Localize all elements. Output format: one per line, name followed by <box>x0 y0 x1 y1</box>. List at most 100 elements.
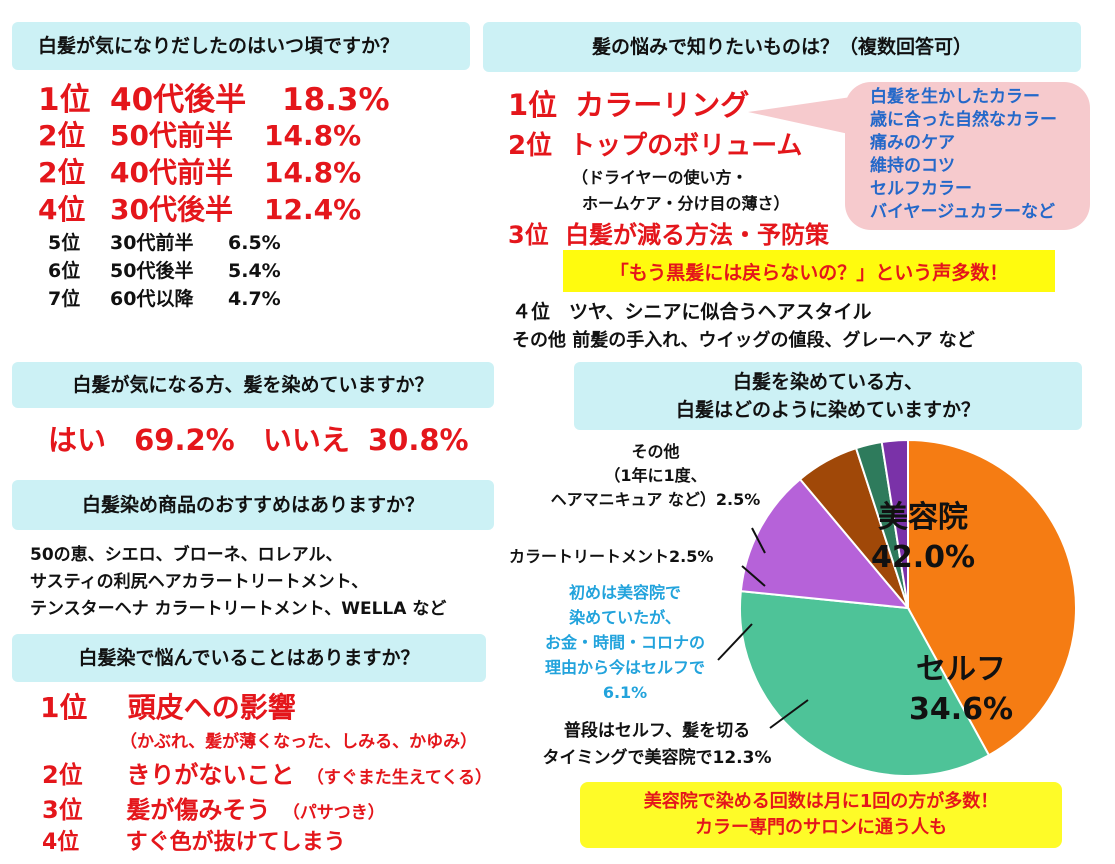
q5-rank-4-rank: 4位 <box>42 830 80 855</box>
bubble-item-5: セルフカラー <box>870 179 972 199</box>
q3-yes-value: 69.2% <box>134 423 235 457</box>
q1-rank-6: 6位 50代後半 5.4% <box>48 258 281 284</box>
q1-rank-1: 1位 40代後半 18.3% <box>38 80 390 120</box>
q5-header-text: 白髪染で悩んでいることはありますか？ <box>78 647 420 669</box>
q1-rank-3-value: 14.8% <box>264 156 362 189</box>
bubble-item-1: 白髪を生かしたカラー <box>870 87 1040 107</box>
q2-bubble-list: 白髪を生かしたカラー 歳に合った自然なカラー 痛みのケア 維持のコツ セルフカラ… <box>870 86 1057 224</box>
q5-rank-3-label: 髪が傷みそう <box>126 796 271 824</box>
q2-rank-3-label: 白髪が減る方法・予防策 <box>565 221 830 249</box>
q1-header-text: 白髪が気になりだしたのはいつ頃ですか？ <box>38 35 400 57</box>
q2-rank-2: 2位 トップのボリューム <box>508 128 802 164</box>
pie-label-hajime-5: 6.1% <box>602 683 648 702</box>
q6-header-line-2: 白髪はどのように染めていますか？ <box>675 399 980 421</box>
q2-bubble <box>845 82 1090 230</box>
q5-rank-3-note: （パサつき） <box>282 803 385 823</box>
q5-rank-2: 2位 きりがないこと （すぐまた生えてくる） <box>42 757 492 796</box>
pie-label-futsuu-1: 普段はセルフ、髪を切る <box>563 721 751 741</box>
q2-highlight-text: 「もう黒髪には戻らないの？」という声多数！ <box>609 261 1009 284</box>
pie-label-hajime: 初めは美容院で 染めていたが、 お金・時間・コロナの 理由から今はセルフで 6.… <box>512 580 738 705</box>
q1-rank-2-rank: 2位 <box>38 119 86 152</box>
pie-label-self-value: 34.6% <box>908 692 1014 727</box>
q1-rank-6-rank: 6位 <box>48 260 81 282</box>
q1-rank-2-label: 50代前半 <box>110 119 233 152</box>
q2-rank-3: 3位 白髪が減る方法・予防策 <box>508 218 829 252</box>
q2-header-text: 髪の悩みで知りたいものは？（複数回答可） <box>591 36 972 58</box>
q5-rank-4: 4位 すぐ色が抜けてしまう <box>42 826 346 860</box>
pie-label-hajime-2: 染めていたが、 <box>569 608 681 627</box>
pie-label-sonota: その他 （1年に1度、 ヘアマニキュア など）2.5% <box>543 440 768 512</box>
q5-rank-3: 3位 髪が傷みそう （パサつき） <box>42 792 385 831</box>
q2-rank-2-label: トップのボリューム <box>569 131 803 161</box>
q3-no-label: いいえ <box>262 423 350 457</box>
q1-header: 白髪が気になりだしたのはいつ頃ですか？ <box>12 22 470 70</box>
q1-rank-6-label: 50代後半 <box>110 260 194 282</box>
q6-header-line-1: 白髪を染めている方、 <box>732 371 923 393</box>
q3-answer: はい 69.2% いいえ 30.8% <box>48 420 469 460</box>
q1-rank-7: 7位 60代以降 4.7% <box>48 286 281 312</box>
q4-line-2: サスティの利尻ヘアカラートリートメント、 <box>30 572 369 592</box>
pie-label-treatment: カラートリートメント2.5% <box>509 547 714 566</box>
q5-header: 白髪染で悩んでいることはありますか？ <box>12 634 486 682</box>
q1-rank-3-label: 40代前半 <box>110 156 233 189</box>
pie-label-sonota-3: ヘアマニキュア など）2.5% <box>550 490 761 509</box>
bubble-item-4: 維持のコツ <box>870 156 955 176</box>
q1-rank-5: 5位 30代前半 6.5% <box>48 230 281 256</box>
pie-label-self: セルフ 34.6% <box>896 650 1026 730</box>
q2-others: その他 前髪の手入れ、ウイッグの値段、グレーヘア など <box>512 330 975 351</box>
q6-footer-box: 美容院で染める回数は月に1回の方が多数！ カラー専門のサロンに通う人も <box>580 782 1062 848</box>
pie-label-sonota-1: その他 <box>631 442 680 461</box>
q3-no-value: 30.8% <box>367 423 469 457</box>
q6-footer-line-2: カラー専門のサロンに通う人も <box>695 817 947 838</box>
q2-rank-1-label: カラーリング <box>575 88 750 122</box>
q5-rank-2-label: きりがないこと <box>126 761 295 789</box>
q1-rank-2-value: 14.8% <box>264 119 362 152</box>
q5-rank-2-note: （すぐまた生えてくる） <box>306 768 493 788</box>
pie-label-self-name: セルフ <box>916 652 1006 687</box>
q2-rank-2-note-1: （ドライヤーの使い方・ <box>572 168 748 187</box>
pie-label-futsuu-2: タイミングで美容院で12.3% <box>542 748 772 768</box>
pie-label-hajime-4: 理由から今はセルフで <box>544 658 705 677</box>
q1-rank-5-value: 6.5% <box>228 232 281 254</box>
q5-rank-2-rank: 2位 <box>42 761 83 789</box>
q3-header-text: 白髪が気になる方、髪を染めていますか？ <box>72 374 434 396</box>
bubble-item-6: バイヤージュカラーなど <box>870 202 1055 222</box>
q4-header-text: 白髪染め商品のおすすめはありますか？ <box>81 494 424 516</box>
q6-footer-line-1: 美容院で染める回数は月に1回の方が多数！ <box>643 791 999 812</box>
q1-rank-5-rank: 5位 <box>48 232 81 254</box>
q1-rank-5-label: 30代前半 <box>110 232 194 254</box>
leader-sonota <box>751 527 766 554</box>
q5-rank-1-note: （かぶれ、髪が薄くなった、しみる、かゆみ） <box>120 732 478 752</box>
q1-rank-7-label: 60代以降 <box>110 288 194 310</box>
q1-rank-4-label: 30代後半 <box>110 193 233 226</box>
q4-header: 白髪染め商品のおすすめはありますか？ <box>12 480 494 530</box>
q1-rank-4-value: 12.4% <box>264 193 362 226</box>
bubble-item-3: 痛みのケア <box>870 133 955 153</box>
q2-rank-2-note-2: ホームケア・分け目の薄さ） <box>582 194 790 213</box>
q1-rank-1-rank: 1位 <box>38 82 91 118</box>
q2-highlight-box: 「もう黒髪には戻らないの？」という声多数！ <box>563 250 1055 292</box>
q1-rank-3-rank: 2位 <box>38 156 86 189</box>
bubble-item-2: 歳に合った自然なカラー <box>870 110 1057 130</box>
q1-rank-4: 4位 30代後半 12.4% <box>38 192 361 228</box>
pie-label-biyouin-value: 42.0% <box>870 540 976 575</box>
q2-header: 髪の悩みで知りたいものは？（複数回答可） <box>483 22 1081 72</box>
q1-rank-1-label: 40代後半 <box>110 82 247 118</box>
q1-rank-3: 2位 40代前半 14.8% <box>38 155 361 191</box>
q5-rank-4-label: すぐ色が抜けてしまう <box>125 830 346 855</box>
pie-label-futsuu: 普段はセルフ、髪を切る タイミングで美容院で12.3% <box>512 718 802 772</box>
pie-label-biyouin: 美容院 42.0% <box>858 498 988 578</box>
q6-header: 白髪を染めている方、 白髪はどのように染めていますか？ <box>574 362 1082 430</box>
q4-line-3: テンスターヘナ カラートリートメント、WELLA など <box>30 599 447 619</box>
q3-yes-label: はい <box>48 423 107 457</box>
pie-label-sonota-2: （1年に1度、 <box>604 466 707 485</box>
q3-header: 白髪が気になる方、髪を染めていますか？ <box>12 362 494 408</box>
q1-rank-7-rank: 7位 <box>48 288 81 310</box>
q5-rank-1: 1位 頭皮への影響 <box>40 688 296 728</box>
q2-rank-2-rank: 2位 <box>508 131 553 161</box>
q2-rank-1: 1位 カラーリング <box>508 86 749 124</box>
q2-rank-4: ４位 ツヤ、シニアに似合うヘアスタイル <box>512 301 872 323</box>
q1-rank-1-value: 18.3% <box>282 82 390 118</box>
q4-product-list: 50の恵、シエロ、ブローネ、ロレアル、 サスティの利尻ヘアカラートリートメント、… <box>30 542 446 623</box>
q1-rank-7-value: 4.7% <box>228 288 281 310</box>
